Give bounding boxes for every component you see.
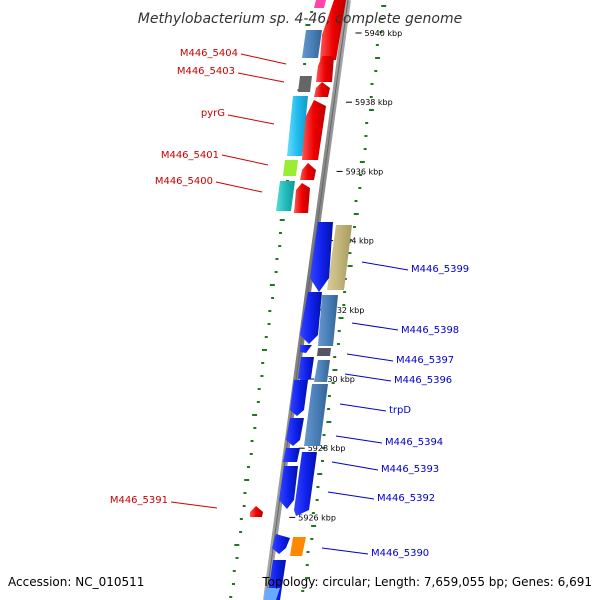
gene-label[interactable]: M446_5391 — [110, 495, 168, 506]
gene-arrow[interactable] — [286, 418, 304, 446]
gene-arrow[interactable] — [302, 100, 326, 160]
gene-arrow[interactable] — [314, 82, 330, 97]
gene-arrow[interactable] — [294, 183, 310, 213]
kbp-label: 5930 kbp — [317, 375, 355, 384]
kbp-label: 5928 kbp — [308, 444, 346, 453]
gene-arrow[interactable] — [304, 384, 328, 446]
gene-arrow[interactable] — [310, 222, 333, 292]
gene-arrow[interactable] — [318, 295, 338, 346]
gene-label[interactable]: M446_5397 — [396, 355, 454, 366]
gene-leader-line — [327, 491, 375, 500]
gene-arrow[interactable] — [250, 506, 263, 517]
gene-arrow[interactable] — [290, 537, 306, 556]
gene-arrow[interactable] — [314, 360, 330, 382]
gene-labels: M446_5404 M446_5403 pyrG M446_5401 M446_5400… — [110, 48, 469, 559]
gene-label[interactable]: pyrG — [201, 108, 225, 119]
gene-arrow[interactable] — [283, 448, 300, 462]
accession-text: Accession: NC_010511 — [8, 575, 144, 589]
topology-summary: Topology: circular; Length: 7,659,055 bp… — [261, 575, 592, 589]
kbp-label: 5936 kbp — [346, 167, 384, 176]
gene-leader-line — [339, 403, 387, 412]
gene-arrow[interactable] — [279, 466, 298, 509]
gene-leader-line — [331, 461, 379, 471]
gene-label[interactable]: M446_5399 — [411, 264, 469, 275]
gene-leader-line — [221, 154, 269, 166]
kbp-scale: 5940 kbp 5938 kbp 5936 kbp 5934 kbp 5932 kbp… — [289, 29, 402, 522]
gene-leader-line — [215, 181, 263, 193]
gene-arrow[interactable] — [327, 225, 352, 290]
gene-leader-line — [321, 547, 369, 555]
gene-label[interactable]: M446_5390 — [371, 548, 429, 559]
gc-content-ticks — [229, 5, 387, 598]
gene-arrow[interactable] — [294, 452, 317, 516]
gene-label[interactable]: M446_5400 — [155, 176, 213, 187]
gene-arrow[interactable] — [287, 96, 308, 156]
kbp-label: 5940 kbp — [364, 29, 402, 38]
gene-arrow[interactable] — [298, 357, 314, 383]
gene-arrow[interactable] — [283, 160, 298, 176]
gene-arrow[interactable] — [264, 588, 280, 600]
gene-arrow[interactable] — [290, 380, 308, 416]
gene-label[interactable]: M446_5394 — [385, 437, 443, 448]
gene-label[interactable]: M446_5392 — [377, 493, 435, 504]
gene-leader-line — [335, 435, 383, 444]
gene-leader-line — [237, 72, 285, 83]
gene-arrow[interactable] — [320, 0, 346, 60]
gene-label[interactable]: M446_5404 — [180, 48, 238, 59]
gene-arrow[interactable] — [317, 348, 331, 356]
gene-leader-line — [344, 373, 392, 382]
kbp-label: 5938 kbp — [355, 98, 393, 107]
gene-label[interactable]: M446_5403 — [177, 66, 235, 77]
gene-arrow[interactable] — [300, 163, 316, 180]
gene-leader-line — [227, 114, 275, 125]
kbp-label: 5932 kbp — [327, 306, 365, 315]
kbp-label: 5934 kbp — [336, 237, 374, 246]
map-title: Methylobacterium sp. 4-46, complete geno… — [138, 11, 462, 27]
gene-leader-line — [351, 322, 399, 331]
gene-leader-line — [170, 501, 218, 509]
gene-label[interactable]: M446_5393 — [381, 464, 439, 475]
gene-leader-line — [361, 261, 409, 271]
gene-features — [250, 0, 352, 600]
gene-label[interactable]: trpD — [389, 405, 411, 416]
gene-arrow[interactable] — [300, 292, 322, 344]
gene-label[interactable]: M446_5401 — [161, 150, 219, 161]
gene-arrow[interactable] — [298, 76, 312, 92]
gene-leader-line — [346, 353, 394, 362]
gene-arrow[interactable] — [316, 56, 334, 82]
kbp-label: 5926 kbp — [298, 513, 336, 522]
gene-arrow[interactable] — [272, 534, 290, 554]
gene-arrow[interactable] — [300, 345, 312, 353]
gene-label[interactable]: M446_5396 — [394, 375, 452, 386]
gene-arrow[interactable] — [314, 0, 326, 8]
gene-leader-line — [240, 53, 287, 65]
gene-label[interactable]: M446_5398 — [401, 325, 459, 336]
gene-arrow[interactable] — [302, 30, 322, 58]
gene-arrow[interactable] — [276, 181, 295, 211]
